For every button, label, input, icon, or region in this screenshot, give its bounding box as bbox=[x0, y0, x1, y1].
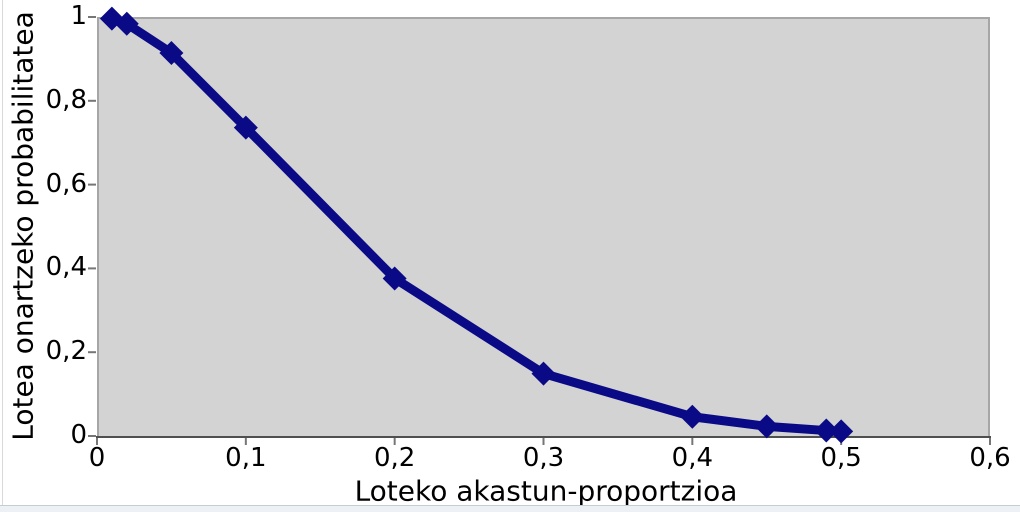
x-tick-label: 0 bbox=[88, 443, 106, 473]
data-point-marker bbox=[814, 418, 839, 443]
page-bottom-strip bbox=[0, 505, 1020, 512]
data-point-marker bbox=[233, 115, 258, 140]
page-edge-line bbox=[2, 0, 3, 512]
y-tick-label: 0 bbox=[70, 420, 87, 451]
data-point-marker bbox=[159, 41, 184, 66]
y-tick-label: 0,4 bbox=[45, 252, 87, 283]
series-line bbox=[107, 14, 846, 436]
x-tick-label: 0,6 bbox=[969, 443, 1011, 473]
y-tick-label: 1 bbox=[70, 1, 87, 32]
y-tick-label: 0,2 bbox=[45, 336, 87, 367]
y-tick-label: 0,6 bbox=[45, 168, 87, 199]
data-point-marker bbox=[531, 361, 556, 386]
data-point-marker bbox=[680, 404, 705, 429]
x-tick-label: 0,3 bbox=[522, 443, 565, 473]
data-point-marker bbox=[754, 414, 779, 439]
y-axis-title: Lotea onartzeko probabilitatea bbox=[6, 11, 40, 441]
x-axis-title: Loteko akastun-proportzioa bbox=[354, 474, 738, 508]
x-tick-label: 0,2 bbox=[373, 443, 416, 473]
x-tick-label: 0,4 bbox=[671, 443, 714, 473]
data-point-marker bbox=[114, 11, 139, 36]
y-tick-label: 0,8 bbox=[45, 84, 87, 115]
data-point-marker bbox=[382, 266, 407, 291]
data-point-marker bbox=[829, 419, 854, 444]
x-tick-label: 0,1 bbox=[225, 443, 267, 473]
x-tick-label: 0,5 bbox=[820, 443, 862, 473]
